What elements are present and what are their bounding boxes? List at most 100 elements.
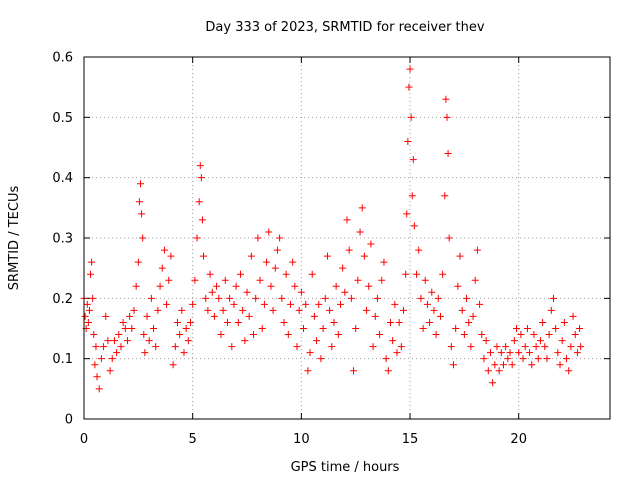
data-point xyxy=(213,282,221,290)
data-point xyxy=(405,83,413,91)
data-point xyxy=(276,234,284,242)
data-point xyxy=(400,306,408,314)
data-point xyxy=(273,246,281,254)
data-point xyxy=(239,306,247,314)
data-point xyxy=(304,367,312,375)
data-point xyxy=(140,331,148,339)
data-point xyxy=(297,288,305,296)
data-point xyxy=(442,95,450,103)
data-point xyxy=(102,312,110,320)
data-point xyxy=(130,306,138,314)
data-point xyxy=(95,385,103,393)
data-point xyxy=(547,306,555,314)
data-point xyxy=(332,282,340,290)
data-point xyxy=(158,264,166,272)
data-point xyxy=(254,234,262,242)
data-point xyxy=(391,300,399,308)
data-point xyxy=(163,300,171,308)
data-point xyxy=(180,349,188,357)
data-point xyxy=(147,294,155,302)
data-point xyxy=(173,318,181,326)
data-point xyxy=(152,343,160,351)
data-point xyxy=(539,318,547,326)
data-point xyxy=(484,367,492,375)
data-point xyxy=(160,246,168,254)
data-point xyxy=(354,276,362,284)
data-point xyxy=(571,331,579,339)
data-point xyxy=(382,355,390,363)
data-point xyxy=(321,294,329,302)
data-points xyxy=(80,65,585,393)
data-point xyxy=(389,337,397,345)
data-point xyxy=(447,343,455,351)
y-tick-label: 0.3 xyxy=(52,232,73,247)
data-point xyxy=(465,318,473,326)
data-point xyxy=(543,355,551,363)
data-point xyxy=(302,300,310,308)
data-point xyxy=(567,343,575,351)
data-point xyxy=(458,306,466,314)
x-tick-label: 0 xyxy=(80,432,88,447)
data-point xyxy=(573,349,581,357)
data-point xyxy=(228,343,236,351)
data-point xyxy=(365,282,373,290)
data-point xyxy=(569,312,577,320)
data-point xyxy=(189,300,197,308)
data-point xyxy=(452,325,460,332)
data-point xyxy=(263,258,271,266)
data-point xyxy=(413,270,421,278)
data-point xyxy=(497,349,505,357)
data-point xyxy=(423,300,431,308)
data-point xyxy=(536,337,544,345)
data-point xyxy=(206,270,214,278)
data-point xyxy=(560,318,568,326)
data-point xyxy=(436,312,444,320)
data-point xyxy=(558,337,566,345)
data-point xyxy=(341,288,349,296)
data-point xyxy=(197,174,205,182)
data-point xyxy=(510,337,518,345)
data-point xyxy=(467,343,475,351)
data-point xyxy=(443,113,451,121)
data-point xyxy=(493,343,501,351)
data-point xyxy=(352,325,360,332)
y-tick-label: 0.2 xyxy=(52,292,73,307)
data-point xyxy=(260,300,268,308)
data-point xyxy=(409,156,417,164)
data-point xyxy=(393,349,401,357)
data-point xyxy=(376,331,384,339)
data-point xyxy=(195,198,203,206)
data-point xyxy=(473,246,481,254)
data-point xyxy=(373,294,381,302)
data-point xyxy=(210,312,218,320)
data-point xyxy=(258,325,266,332)
data-point xyxy=(169,361,177,369)
data-point xyxy=(343,216,351,224)
data-point xyxy=(428,288,436,296)
data-point xyxy=(319,325,327,332)
data-point xyxy=(286,300,294,308)
data-point xyxy=(421,276,429,284)
data-point xyxy=(178,306,186,314)
data-point xyxy=(202,294,210,302)
data-point xyxy=(432,331,440,339)
y-tick-label: 0.6 xyxy=(52,51,73,66)
data-point xyxy=(499,361,507,369)
data-point xyxy=(137,180,145,188)
plot-frame xyxy=(83,56,611,420)
data-point xyxy=(489,379,497,387)
data-point xyxy=(528,361,536,369)
data-point xyxy=(291,282,299,290)
data-point xyxy=(150,325,158,332)
data-point xyxy=(532,343,540,351)
data-point xyxy=(108,355,116,363)
data-point xyxy=(371,312,379,320)
data-point xyxy=(517,331,525,339)
data-point xyxy=(187,318,195,326)
data-point xyxy=(456,252,464,260)
data-point xyxy=(265,228,273,236)
data-point xyxy=(406,65,414,73)
data-point xyxy=(126,312,134,320)
data-point xyxy=(300,325,308,332)
